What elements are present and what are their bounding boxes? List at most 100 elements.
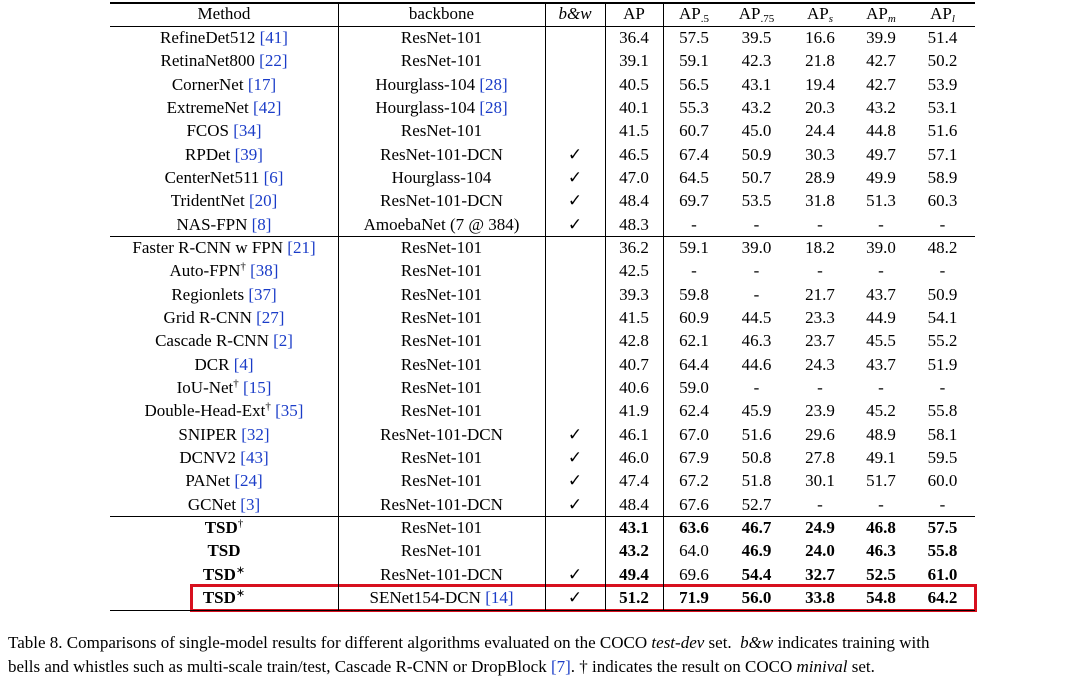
rule (110, 26, 975, 27)
cell: 60.3 (910, 190, 975, 212)
rule (110, 236, 975, 238)
citation: [39] (234, 144, 263, 164)
cell: 48.4 (605, 190, 663, 212)
method-mark: ∗ (235, 587, 246, 600)
ap-value: 48.4 (619, 494, 649, 514)
caption-italic: minival (796, 657, 848, 676)
cell: 59.5 (910, 447, 975, 469)
method-mark: † (237, 517, 244, 530)
cell: 51.4 (910, 27, 975, 49)
ap-value: 24.0 (805, 541, 835, 561)
ap-value: 54.8 (866, 587, 896, 607)
cell: ✓ (545, 424, 605, 446)
backbone: ResNet-101 (400, 377, 483, 397)
cell: 23.3 (788, 307, 852, 329)
cell: 50.9 (910, 284, 975, 306)
cell: ResNet-101 (338, 540, 545, 562)
cell: 59.8 (663, 284, 725, 306)
cell: DCNV2 [43] (110, 447, 338, 469)
ap-value: 59.1 (679, 237, 709, 257)
citation: [8] (251, 214, 272, 234)
method-mark: ∗ (235, 563, 246, 576)
ap-value: - (878, 261, 884, 281)
ap-value: 46.3 (866, 541, 896, 561)
cell: 42.3 (725, 50, 788, 72)
cell: 54.8 (852, 587, 910, 609)
citation: [3] (240, 494, 261, 514)
citation: [27] (256, 307, 285, 327)
cell: 60.0 (910, 470, 975, 492)
rule (110, 609, 975, 612)
ap-value: 64.2 (927, 587, 958, 607)
ap-value: 53.5 (741, 191, 772, 211)
method-name: TSD (207, 541, 241, 561)
ap-value: 55.2 (927, 331, 958, 351)
cell: 57.5 (663, 27, 725, 49)
citation: [6] (263, 167, 284, 187)
header-text: AP (930, 4, 952, 23)
cell: 44.6 (725, 354, 788, 376)
cell: ResNet-101 (338, 330, 545, 352)
cell: Hourglass-104 [28] (338, 74, 545, 96)
ap-value: 44.8 (866, 121, 896, 141)
header-text: AP (806, 4, 829, 23)
cell: 67.6 (663, 494, 725, 516)
citation: [28] (479, 97, 508, 117)
cell: 56.5 (663, 74, 725, 96)
cell: 61.0 (910, 564, 975, 586)
cell: ResNet-101 (338, 27, 545, 49)
ap-value: 41.9 (619, 401, 649, 421)
cell: CornerNet [17] (110, 74, 338, 96)
backbone: ResNet-101 (400, 261, 483, 281)
cell: 51.2 (605, 587, 663, 609)
rule (605, 2, 606, 610)
cell: TSD∗ (110, 564, 338, 586)
cell: 39.3 (605, 284, 663, 306)
ap-value: 39.3 (619, 284, 649, 304)
ap-value: 18.2 (805, 237, 835, 257)
cell: 41.5 (605, 307, 663, 329)
cell: ResNet-101 (338, 517, 545, 539)
ap-value: 51.8 (741, 471, 772, 491)
method-name: Faster R-CNN w FPN (132, 237, 284, 257)
cell: 43.2 (605, 540, 663, 562)
rule (110, 2, 975, 4)
cell: 47.4 (605, 470, 663, 492)
method-name: SNIPER (178, 424, 237, 444)
cell: ResNet-101 (338, 50, 545, 72)
ap-value: 24.9 (805, 517, 835, 537)
method-mark: † (240, 260, 246, 273)
cell: 60.7 (663, 120, 725, 142)
method-name: TSD (202, 564, 236, 584)
ap-value: 31.8 (805, 191, 835, 211)
cell: ResNet-101 (338, 400, 545, 422)
citation: [22] (259, 51, 288, 71)
ap-value: 55.8 (927, 541, 958, 561)
checkmark: ✓ (567, 191, 583, 211)
cell: 64.2 (910, 587, 975, 609)
cell: ResNet-101 (338, 447, 545, 469)
ap-value: - (817, 214, 823, 234)
ap-value: 59.5 (927, 447, 958, 467)
ap-value: - (878, 494, 884, 514)
ap-value: 49.1 (866, 447, 896, 467)
ap-value: - (753, 284, 760, 304)
cell: 23.7 (788, 330, 852, 352)
caption-line: bells and whistles such as multi-scale t… (8, 656, 875, 678)
cell: ✓ (545, 470, 605, 492)
cell: 21.7 (788, 284, 852, 306)
citation: [20] (248, 191, 278, 211)
ap-value: 50.2 (927, 51, 958, 71)
ap-value: 40.7 (619, 354, 649, 374)
cell: 44.9 (852, 307, 910, 329)
cell: IoU-Net† [15] (110, 377, 338, 399)
cell: TSD (110, 540, 338, 562)
ap-value: - (878, 377, 884, 397)
cell: 47.0 (605, 167, 663, 189)
ap-value: 39.0 (866, 237, 896, 257)
checkmark: ✓ (567, 167, 583, 187)
checkmark: ✓ (567, 564, 583, 584)
ap-value: 59.8 (679, 284, 709, 304)
cell: 62.4 (663, 400, 725, 422)
ap-value: 41.5 (619, 121, 649, 141)
